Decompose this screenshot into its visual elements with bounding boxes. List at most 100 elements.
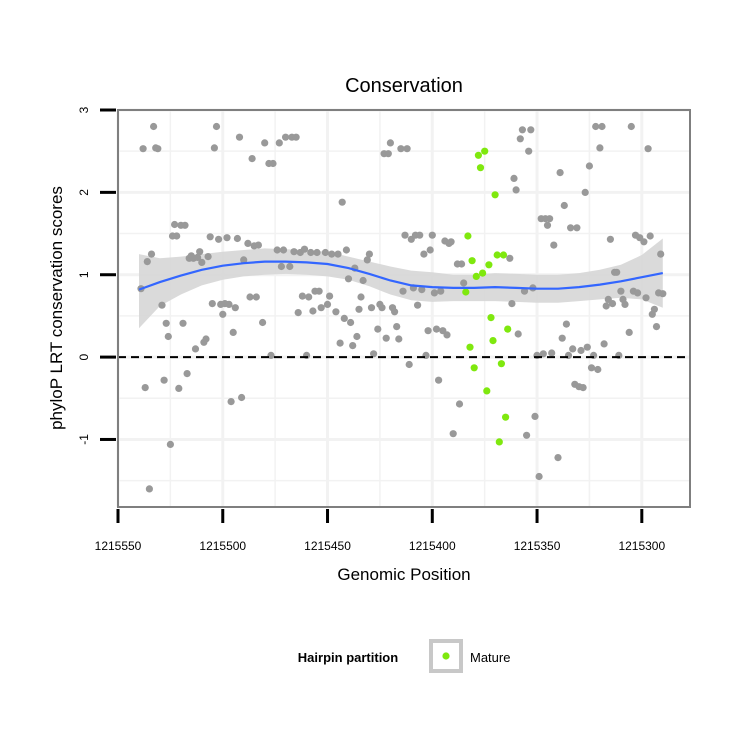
- data-point: [403, 145, 411, 153]
- data-point: [181, 221, 189, 229]
- data-points: [137, 122, 667, 493]
- data-point: [259, 318, 267, 327]
- data-point: [527, 126, 535, 134]
- legend: Hairpin partition Mature: [298, 639, 510, 673]
- y-tick-label: 3: [77, 106, 91, 113]
- data-point: [145, 485, 153, 493]
- data-point-mature: [470, 364, 478, 372]
- data-point: [183, 370, 191, 378]
- data-point: [514, 330, 522, 338]
- data-point: [290, 248, 298, 256]
- data-point: [512, 186, 520, 194]
- data-point: [225, 300, 233, 308]
- data-point: [583, 343, 591, 351]
- data-point: [543, 221, 552, 229]
- data-point: [196, 248, 204, 256]
- data-point: [455, 400, 464, 408]
- data-point: [313, 248, 321, 257]
- data-point: [206, 233, 214, 241]
- data-point: [219, 310, 227, 318]
- data-point: [323, 300, 332, 308]
- data-point: [223, 234, 231, 242]
- smooth-line: [138, 260, 664, 291]
- data-point: [166, 440, 174, 448]
- data-point-mature: [485, 261, 493, 269]
- data-point: [644, 145, 652, 153]
- data-point: [399, 287, 407, 295]
- data-point: [602, 302, 610, 310]
- data-point: [581, 188, 589, 196]
- data-point: [171, 220, 179, 229]
- data-point: [204, 253, 212, 261]
- data-point-mature: [502, 413, 510, 421]
- data-point-mature: [474, 151, 482, 159]
- data-point: [261, 139, 269, 147]
- data-point: [349, 342, 357, 350]
- data-point: [426, 246, 434, 254]
- data-point-mature: [472, 272, 480, 280]
- data-point: [238, 393, 246, 402]
- data-point: [359, 276, 367, 285]
- panel-border: [117, 109, 691, 508]
- data-point: [617, 287, 625, 295]
- data-point: [585, 162, 594, 170]
- data-point: [347, 318, 355, 327]
- data-point: [143, 258, 151, 266]
- data-point: [173, 232, 181, 240]
- data-point: [162, 319, 170, 327]
- legend-title: Hairpin partition: [298, 650, 398, 665]
- data-point: [652, 323, 661, 331]
- data-point: [317, 304, 325, 312]
- data-point: [229, 328, 237, 336]
- data-point: [367, 304, 376, 312]
- data-point: [523, 431, 531, 439]
- data-point: [531, 412, 539, 420]
- data-point: [642, 294, 650, 302]
- data-point: [393, 323, 401, 331]
- data-point-mature: [491, 191, 499, 199]
- data-point: [175, 384, 183, 392]
- data-point: [154, 145, 162, 153]
- data-point: [567, 224, 575, 232]
- data-point: [424, 327, 432, 335]
- data-point: [179, 319, 187, 327]
- x-axis-title: Genomic Position: [337, 565, 470, 584]
- data-point: [386, 139, 394, 147]
- legend-label-mature: Mature: [470, 650, 510, 665]
- x-tick-label: 1215500: [199, 539, 246, 553]
- data-point: [269, 159, 277, 168]
- data-point: [275, 139, 283, 147]
- data-point-mature: [497, 360, 505, 368]
- x-tick-label: 1215450: [304, 539, 351, 553]
- data-point: [357, 293, 365, 301]
- data-point: [525, 147, 533, 155]
- data-point: [363, 256, 371, 264]
- data-point: [391, 308, 399, 316]
- data-point: [608, 300, 617, 308]
- data-point: [435, 376, 443, 384]
- data-point: [300, 245, 309, 253]
- data-point: [342, 246, 350, 254]
- data-point: [657, 250, 665, 258]
- data-point: [395, 335, 403, 343]
- data-point: [548, 349, 556, 357]
- data-point: [518, 126, 527, 134]
- data-point: [432, 325, 441, 333]
- data-point: [447, 238, 455, 246]
- data-point: [420, 250, 428, 258]
- data-point: [215, 235, 223, 243]
- data-point: [321, 248, 329, 257]
- data-point: [338, 198, 346, 206]
- data-point: [164, 332, 172, 341]
- y-tick-label: 0: [77, 353, 91, 360]
- data-point: [428, 231, 436, 239]
- data-point: [587, 364, 596, 372]
- data-point: [414, 301, 422, 309]
- panel-border-rect: [117, 109, 691, 508]
- data-point: [554, 454, 562, 462]
- data-point: [600, 340, 608, 348]
- data-point: [298, 292, 306, 300]
- data-point: [384, 150, 392, 158]
- data-point: [254, 241, 262, 249]
- data-point: [246, 293, 254, 301]
